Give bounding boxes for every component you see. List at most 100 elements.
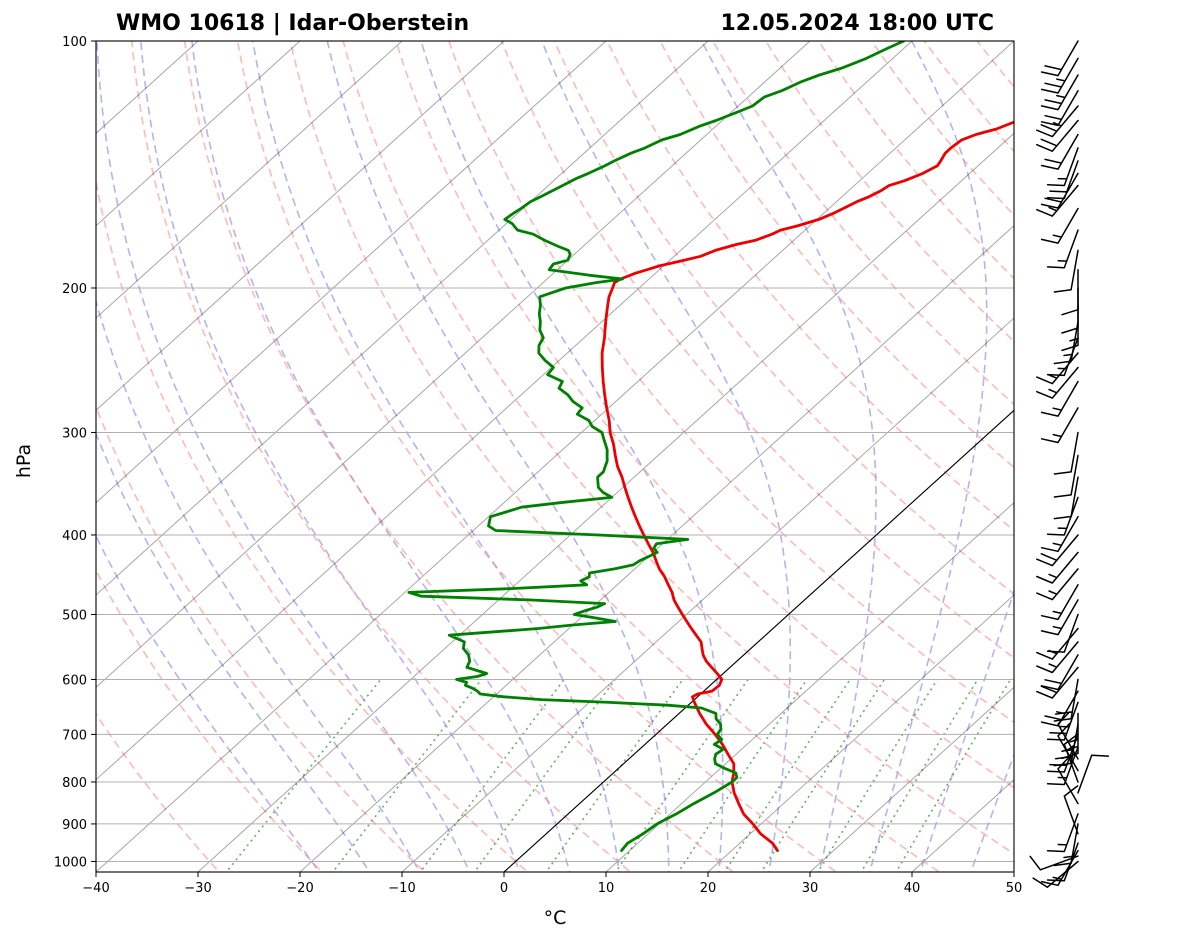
dry-adiabat-line <box>1172 23 1181 879</box>
wind-barb <box>1040 207 1079 244</box>
x-tick-label: −30 <box>184 881 211 896</box>
wind-barb <box>1040 40 1079 77</box>
dry-adiabat-line <box>500 41 1014 659</box>
wind-barb <box>1036 534 1079 567</box>
x-tick-label: 0 <box>500 881 508 896</box>
wind-barb <box>1046 337 1079 377</box>
isotherm-line <box>96 41 505 412</box>
moist-adiabat-line <box>326 41 670 872</box>
y-axis-ticks: 100 200 300 400 500 600 700 800 900 1000 <box>54 35 96 870</box>
x-tick-label: 30 <box>802 881 819 896</box>
dewpoint-line <box>407 41 906 852</box>
isotherm-line <box>1013 871 1014 872</box>
y-axis-label: hPa <box>13 444 35 478</box>
wind-barb <box>1053 678 1079 722</box>
dry-adiabat-line <box>342 41 1014 855</box>
wind-barb <box>1040 57 1079 94</box>
wind-barbs <box>1029 40 1110 888</box>
wind-barb <box>1053 723 1079 767</box>
chart-title-datetime: 12.05.2024 18:00 UTC <box>720 11 994 36</box>
wind-barb <box>1036 666 1079 699</box>
mixing-ratio-line <box>614 678 749 872</box>
moist-adiabat-line <box>96 534 321 872</box>
x-axis-ticks: −40 −30 −20 −10 0 10 20 30 40 50 <box>82 872 1022 896</box>
moist-adiabat-line <box>191 41 571 872</box>
dry-adiabat-line <box>96 404 426 872</box>
dry-adiabat-line <box>289 41 941 872</box>
wind-barb <box>1046 229 1079 269</box>
mixing-ratio-line <box>677 678 808 872</box>
wind-barb <box>1046 160 1079 200</box>
moist-adiabat-line <box>868 41 988 872</box>
dry-adiabat-line <box>236 41 838 872</box>
wind-barb <box>1046 613 1079 653</box>
pressure-gridlines <box>96 41 1014 862</box>
wind-barb <box>1053 823 1079 867</box>
isotherm-line <box>809 686 1014 872</box>
wind-barb <box>1040 599 1079 636</box>
isotherm-line <box>96 41 301 227</box>
dry-adiabat-line <box>553 41 1014 595</box>
y-tick-label: 700 <box>62 728 87 743</box>
wind-barb <box>1040 690 1079 727</box>
isotherm-line <box>96 41 811 689</box>
dry-adiabat-line <box>764 41 1014 343</box>
wind-barb <box>1036 184 1079 217</box>
zero-isotherm-line <box>503 409 1014 872</box>
y-tick-label: 800 <box>62 776 87 791</box>
moist-adiabat-line <box>541 41 792 872</box>
wind-barb <box>1077 754 1110 794</box>
dry-adiabat-line <box>395 41 1014 789</box>
dry-adiabat-line <box>447 41 1014 724</box>
dry-adiabat-line <box>183 41 735 872</box>
isotherm-line <box>299 224 1014 872</box>
y-tick-label: 200 <box>62 282 87 297</box>
wind-barb <box>1057 722 1079 772</box>
wind-barb <box>1046 746 1079 786</box>
dry-adiabat-line <box>712 41 1014 406</box>
mixing-ratio-line <box>225 678 382 872</box>
x-tick-label: 50 <box>1006 881 1023 896</box>
y-tick-label: 500 <box>62 608 87 623</box>
wind-barb <box>1046 147 1079 187</box>
x-axis-label: °C <box>544 907 567 929</box>
moist-adiabat-line <box>420 41 724 872</box>
y-tick-label: 300 <box>62 426 87 441</box>
dry-adiabat-line <box>96 712 221 872</box>
wind-barb <box>1036 568 1079 601</box>
temperature-line <box>600 120 1014 852</box>
dry-adiabat-line <box>1015 23 1181 879</box>
wind-barb <box>1036 105 1079 138</box>
wind-barb <box>1061 268 1079 316</box>
wind-barb <box>1040 407 1079 444</box>
plot-frame <box>95 40 1015 873</box>
y-tick-label: 400 <box>62 529 87 544</box>
wind-barb <box>1040 380 1079 417</box>
wind-barb <box>1036 366 1079 399</box>
wind-barb <box>1053 431 1079 475</box>
dry-adiabats <box>96 23 1181 879</box>
moist-adiabats <box>96 41 1014 872</box>
wind-barb <box>1040 654 1079 691</box>
x-tick-label: −10 <box>388 881 415 896</box>
wind-barb <box>1053 476 1079 520</box>
isotherm-line <box>96 41 607 504</box>
chart-title-station: WMO 10618 | Idar-Oberstein <box>116 11 469 36</box>
y-tick-label: 1000 <box>54 855 87 870</box>
y-tick-label: 600 <box>62 673 87 688</box>
wind-barb <box>1040 515 1079 553</box>
moist-adiabat-line <box>96 41 471 872</box>
mixing-ratio-line <box>723 678 851 872</box>
x-tick-label: −20 <box>286 881 313 896</box>
dry-adiabat-line <box>1067 23 1181 879</box>
wind-barb <box>1036 551 1079 584</box>
wind-barb <box>1040 584 1079 621</box>
mixing-ratio-line <box>545 678 684 872</box>
wind-barb <box>1036 641 1079 674</box>
moist-adiabat-line <box>700 41 877 872</box>
moist-adiabat-line <box>919 589 1014 872</box>
wind-barb <box>1053 454 1079 498</box>
moist-adiabat-line <box>252 41 620 872</box>
wind-barb <box>1046 813 1079 853</box>
